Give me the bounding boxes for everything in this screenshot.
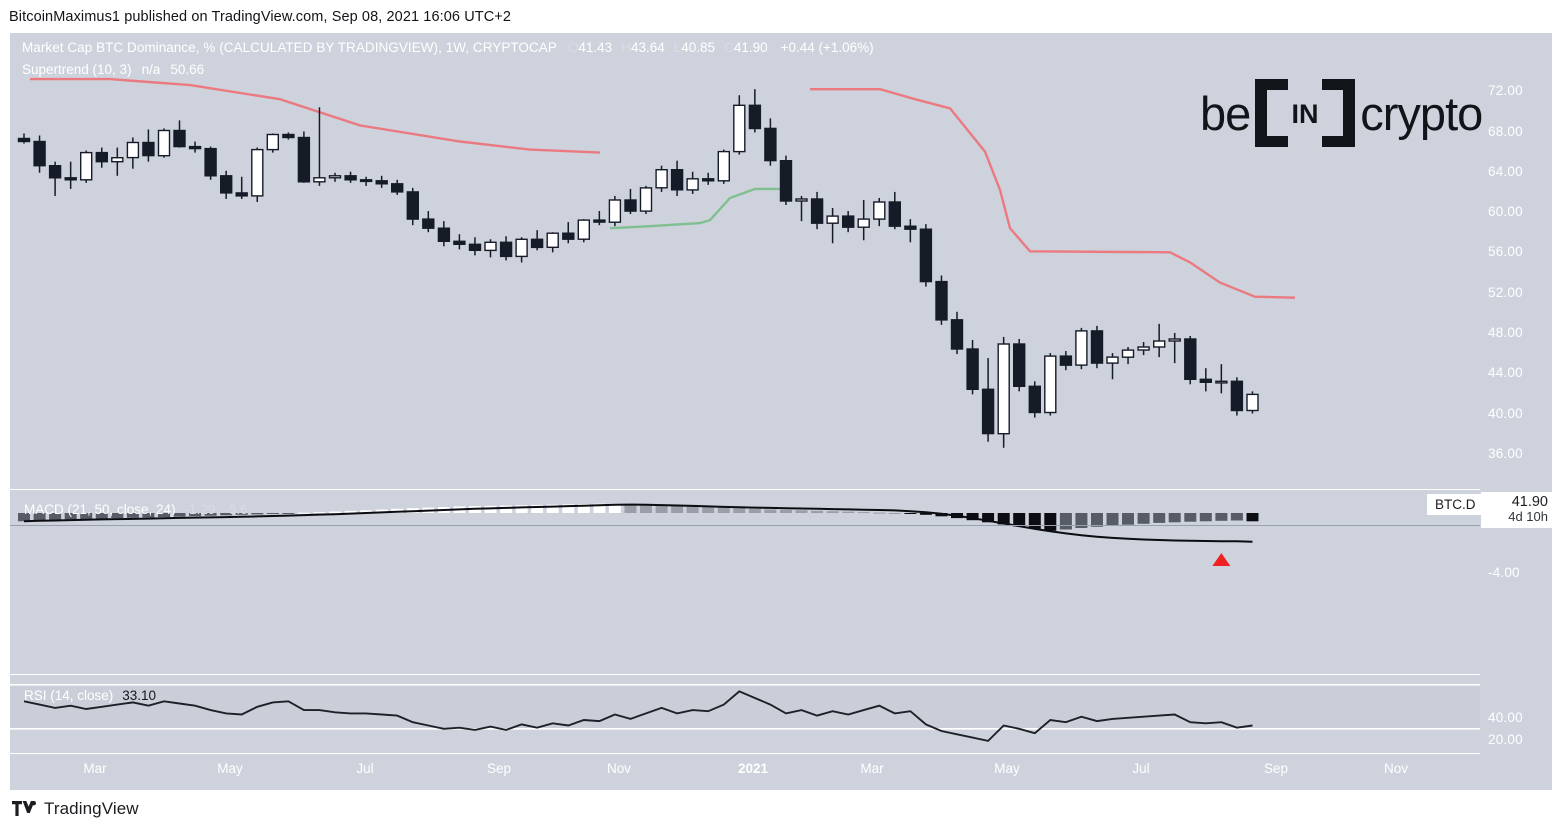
price-axis-label: 40.00 [1488,405,1523,421]
last-price-line [10,525,1480,526]
chart-legend: Market Cap BTC Dominance, % (CALCULATED … [22,41,874,84]
macd-series [18,503,1259,566]
rsi-legend-value: 33.10 [122,688,157,703]
watermark-crypto-text: crypto [1360,86,1483,140]
legend-high-value: 43.64 [630,40,665,55]
legend-row-supertrend: Supertrend (10, 3) n/a 50.66 [22,61,874,77]
legend-low-key: L [673,40,682,55]
legend-open-key: O [567,40,579,55]
svg-text:IN: IN [1292,99,1319,129]
macd-legend-value-1: -1.29 [184,502,216,517]
macd-axis-label: -4.00 [1488,565,1520,580]
pane-separator-price-macd [10,489,1480,490]
pane-separator-macd-rsi [10,674,1480,675]
price-axis-label: 68.00 [1488,123,1523,139]
supertrend-legend-value: 50.66 [170,61,205,77]
legend-change: +0.44 (+1.06%) [780,40,874,55]
price-axis-label: 60.00 [1488,204,1523,220]
time-axis-label: Sep [1263,761,1289,776]
watermark-in-bracket-icon: IN [1255,79,1356,147]
footer-bar: TradingView [0,790,1562,827]
rsi-legend-label: RSI (14, close) [24,688,114,703]
rsi-series [10,684,1480,742]
price-axis-label: 52.00 [1488,284,1523,300]
chart-frame: MACD (21, 50, close, 24) -1.29 -5.6 RSI (1… [10,33,1555,790]
time-axis-label: 2021 [737,761,769,776]
tradingview-logo-icon [12,801,36,816]
macd-legend-value-2: -5.6 [224,502,248,517]
tradingview-logo[interactable]: TradingView [0,799,139,819]
watermark-be-text: be [1200,86,1251,140]
legend-title: Market Cap BTC Dominance, % (CALCULATED … [22,40,557,55]
time-axis-label: Nov [606,761,632,776]
time-axis-label: Jul [356,761,374,776]
bar-countdown: 4d 10h [1508,509,1548,525]
macd-pane[interactable]: MACD (21, 50, close, 24) -1.29 -5.6 [10,491,1480,673]
rsi-axis-label: 40.00 [1488,709,1523,725]
time-axis-label: Mar [83,761,107,776]
price-axis-label: 64.00 [1488,163,1523,179]
price-axis-label: 44.00 [1488,365,1523,381]
time-axis-top-border [10,753,1480,754]
price-axis-label: 48.00 [1488,324,1523,340]
price-pane[interactable] [10,33,1480,488]
last-price-badge[interactable]: 41.90 4d 10h [1481,492,1555,528]
legend-ohlc: O41.43 H43.64 L40.85 C41.90 [568,41,768,55]
price-axis-label: 36.00 [1488,445,1523,461]
legend-close-value: 41.90 [733,40,768,55]
rsi-axis-label: 20.00 [1488,731,1523,747]
candlestick-series [17,77,1296,448]
legend-high-key: H [621,40,631,55]
time-axis-label: May [994,761,1020,776]
time-axis-label: Nov [1383,761,1409,776]
legend-low-value: 40.85 [681,40,716,55]
price-axis-label: 56.00 [1488,244,1523,260]
price-axis-label: 72.00 [1488,83,1523,99]
time-axis[interactable]: Mar May Jul Sep Nov 2021 Mar May Jul Sep Nov [10,753,1552,790]
beincrypto-watermark: be IN crypto [1200,79,1483,147]
supertrend-legend-label: Supertrend (10, 3) [22,61,132,77]
legend-row-symbol: Market Cap BTC Dominance, % (CALCULATED … [22,41,874,55]
time-axis-label: Jul [1132,761,1150,776]
rsi-legend: RSI (14, close) 33.10 [24,688,156,703]
macd-legend: MACD (21, 50, close, 24) -1.29 -5.6 [24,502,248,517]
macd-legend-label: MACD (21, 50, close, 24) [24,502,176,517]
time-axis-label: May [217,761,243,776]
last-price-value: 41.90 [1511,494,1548,510]
symbol-badge: BTC.D [1427,494,1484,515]
time-axis-label: Sep [486,761,512,776]
supertrend-legend-na: n/a [141,61,161,77]
tradingview-brand-text: TradingView [44,798,139,818]
legend-open-value: 41.43 [578,40,613,55]
time-axis-label: Mar [860,761,884,776]
publisher-strip: BitcoinMaximus1 published on TradingView… [0,0,1562,33]
price-axis[interactable]: 72.00 68.00 64.00 60.00 56.00 52.00 48.00 44.00… [1480,33,1552,753]
rsi-pane[interactable]: RSI (14, close) 33.10 [10,676,1480,753]
publisher-text: BitcoinMaximus1 published on TradingView… [9,8,512,25]
legend-close-key: C [724,40,734,55]
